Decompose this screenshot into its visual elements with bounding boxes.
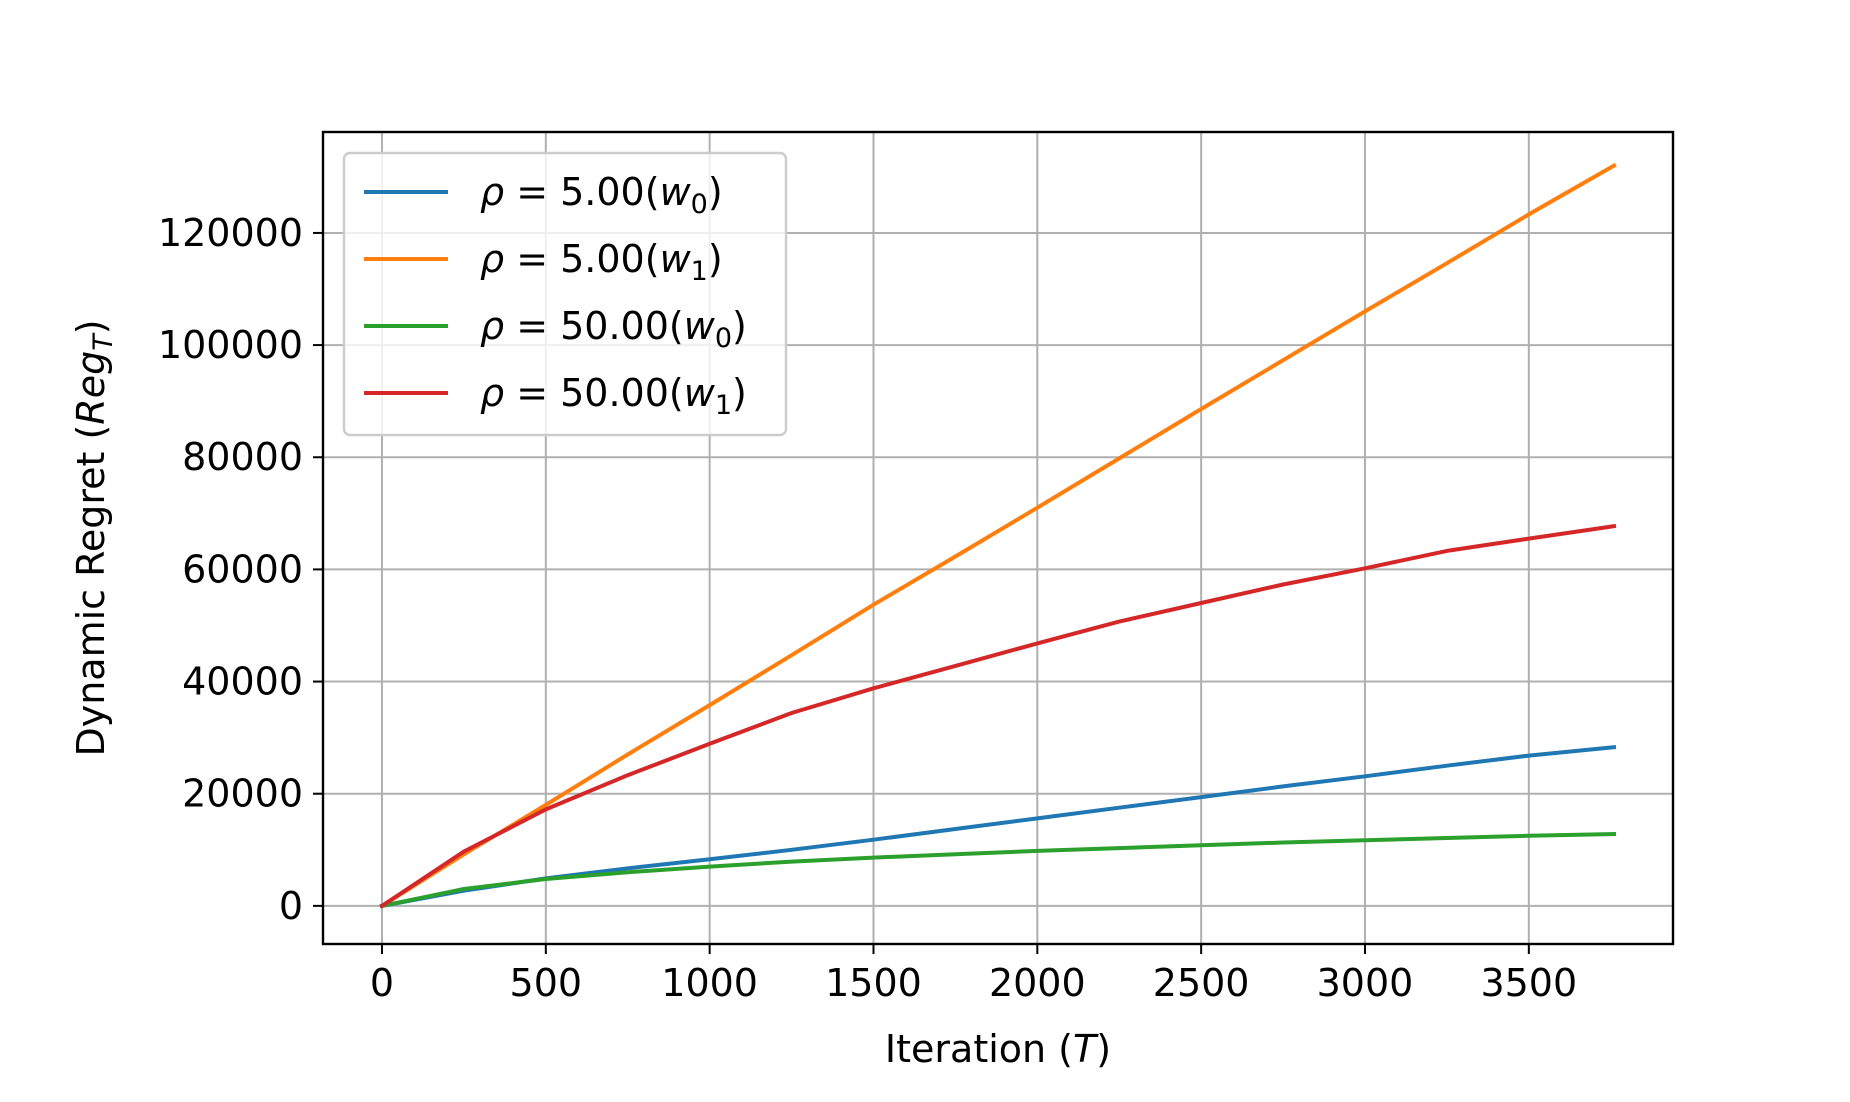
y-tick-label: 60000 [182,547,303,591]
legend-items: ρ = 5.00(w0) ρ = 5.00(w1) ρ = 50.00(w0) ρ =… [364,170,747,421]
y-tick-label: 20000 [182,772,303,816]
plot-frame [321,130,1675,946]
x-tick-label: 3500 [1480,961,1577,1005]
x-tick-label: 0 [370,961,394,1005]
legend: ρ = 5.00(w0) ρ = 5.00(w1) ρ = 50.00(w0) ρ =… [342,151,788,437]
series-line-0 [379,745,1617,909]
legend-label-2: ρ = 50.00(w0) [480,304,747,354]
y-tick-label: 0 [279,884,303,928]
legend-frame [342,151,788,437]
axis-ticks: 0 500 1000 1500 2000 2500 3000 3500 0 20000 40000 6… [158,211,1577,1005]
series-line-1 [379,162,1617,909]
x-tick-label: 500 [510,961,583,1005]
x-tick-label: 1000 [661,961,758,1005]
series-lines [379,162,1617,909]
y-tick-label: 40000 [182,660,303,704]
legend-label-1: ρ = 5.00(w1) [480,237,723,287]
x-tick-label: 3000 [1317,961,1414,1005]
y-axis-label: Dynamic Regret (RegT) [69,319,119,756]
x-tick-label: 1500 [825,961,922,1005]
y-tick-label: 80000 [182,435,303,479]
series-line-3 [379,523,1617,909]
x-axis-label: Iteration (T) [885,1027,1111,1071]
y-tick-label: 100000 [158,323,303,367]
x-tick-label: 2000 [989,961,1086,1005]
legend-label-0: ρ = 5.00(w0) [480,170,723,220]
series-line-2 [379,832,1617,909]
x-tick-label: 2500 [1153,961,1250,1005]
y-tick-label: 120000 [158,211,303,255]
legend-label-3: ρ = 50.00(w1) [480,371,747,421]
